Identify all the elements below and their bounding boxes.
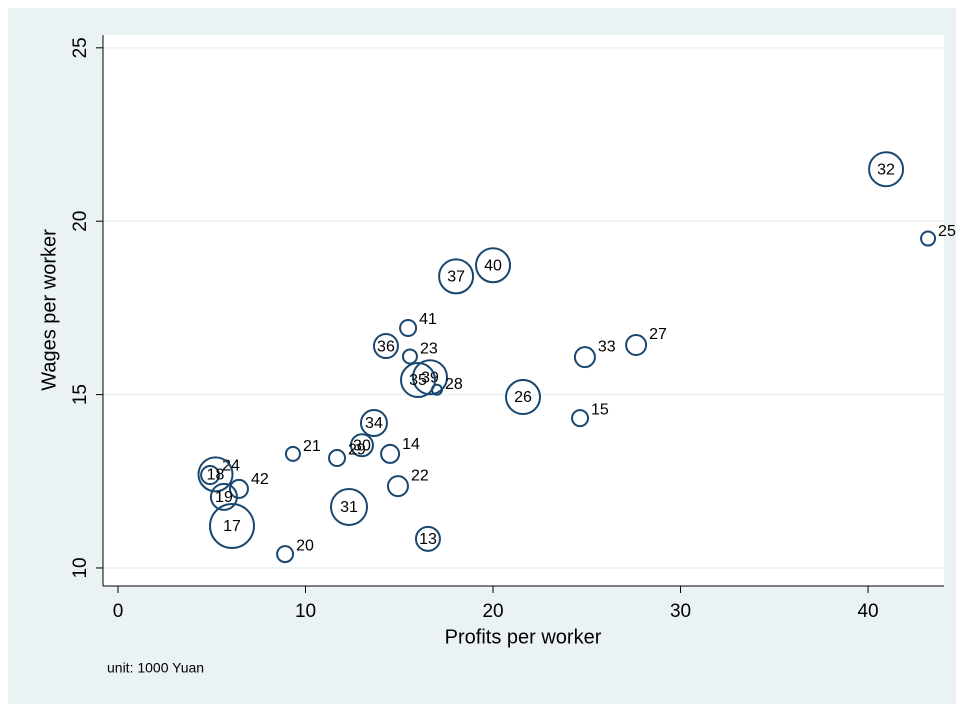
bubble	[920, 230, 937, 247]
bubble	[359, 409, 388, 438]
point-label: 36	[377, 338, 395, 355]
y-tick-label: 25	[70, 37, 91, 58]
bubble	[400, 362, 437, 399]
y-axis-title: Wages per worker	[38, 229, 60, 391]
point-label: 40	[484, 257, 502, 274]
bubble	[330, 487, 369, 526]
x-tick-label: 30	[670, 601, 691, 622]
x-axis-title: Profits per worker	[445, 626, 602, 648]
bubble	[475, 247, 512, 284]
bubble	[200, 465, 221, 486]
point-label: 26	[514, 389, 532, 406]
point-label: 17	[223, 518, 241, 535]
bubble	[625, 334, 648, 357]
x-tick-label: 10	[295, 601, 316, 622]
point-label: 32	[877, 161, 895, 178]
bubble	[430, 383, 443, 396]
bubble	[412, 359, 449, 396]
bubble	[868, 151, 905, 188]
point-label: 23	[420, 341, 438, 358]
bubble	[284, 445, 301, 462]
point-label: 25	[938, 223, 956, 240]
bubble	[380, 443, 401, 464]
bubble	[399, 319, 418, 338]
point-label: 31	[340, 499, 358, 516]
bubble	[209, 503, 256, 550]
point-label: 41	[419, 311, 437, 328]
point-label: 35	[409, 372, 427, 389]
point-label: 33	[598, 338, 616, 355]
point-label: 22	[411, 467, 429, 484]
bubble	[276, 545, 295, 564]
y-tick-label: 10	[70, 557, 91, 578]
point-label: 18	[207, 467, 225, 484]
point-label: 15	[591, 401, 609, 418]
point-label: 21	[303, 438, 321, 455]
plot-bg	[103, 35, 944, 586]
point-label: 29	[348, 441, 366, 458]
bubble	[438, 258, 475, 295]
bubble	[197, 456, 234, 493]
point-label: 19	[215, 489, 233, 506]
bubble	[573, 346, 596, 369]
x-tick-label: 20	[482, 601, 503, 622]
bubble	[328, 449, 347, 468]
bubble	[228, 478, 249, 499]
point-label: 28	[445, 376, 463, 393]
y-tick-label: 20	[70, 211, 91, 232]
note: unit: 1000 Yuan	[107, 660, 204, 676]
bubble	[505, 379, 542, 416]
point-label: 42	[251, 471, 269, 488]
point-label: 20	[296, 537, 314, 554]
point-label: 27	[649, 326, 667, 343]
point-label: 13	[419, 531, 437, 548]
point-label: 37	[447, 269, 465, 286]
point-label: 34	[365, 415, 383, 432]
bubble	[571, 409, 590, 428]
x-tick-label: 40	[857, 601, 878, 622]
y-tick-label: 15	[70, 384, 91, 405]
bubble	[401, 348, 418, 365]
x-tick-label: 0	[113, 601, 124, 622]
point-label: 14	[402, 436, 420, 453]
bubble	[349, 433, 374, 458]
bubble	[209, 482, 238, 511]
bubble	[372, 333, 399, 360]
bubble	[414, 525, 441, 552]
bubble	[386, 475, 409, 498]
point-label: 30	[353, 437, 371, 454]
